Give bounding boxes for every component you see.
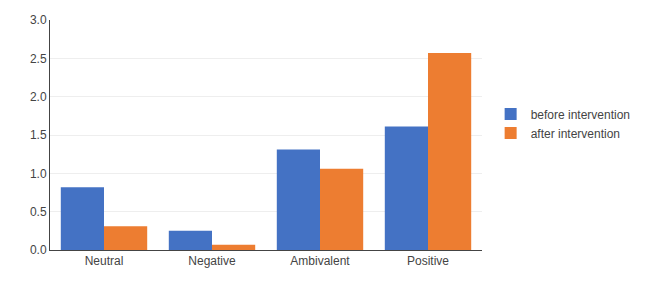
svg-text:0.0: 0.0: [30, 243, 47, 257]
svg-text:Positive: Positive: [407, 254, 449, 268]
svg-text:after intervention: after intervention: [531, 127, 620, 141]
svg-text:1.0: 1.0: [30, 167, 47, 181]
svg-text:1.5: 1.5: [30, 128, 47, 142]
svg-text:2.5: 2.5: [30, 52, 47, 66]
svg-text:Ambivalent: Ambivalent: [290, 254, 350, 268]
svg-text:Neutral: Neutral: [85, 254, 124, 268]
svg-text:3.0: 3.0: [30, 13, 47, 27]
svg-text:0.5: 0.5: [30, 205, 47, 219]
svg-text:2.0: 2.0: [30, 90, 47, 104]
svg-text:before intervention: before intervention: [531, 108, 630, 122]
svg-text:Negative: Negative: [188, 254, 236, 268]
